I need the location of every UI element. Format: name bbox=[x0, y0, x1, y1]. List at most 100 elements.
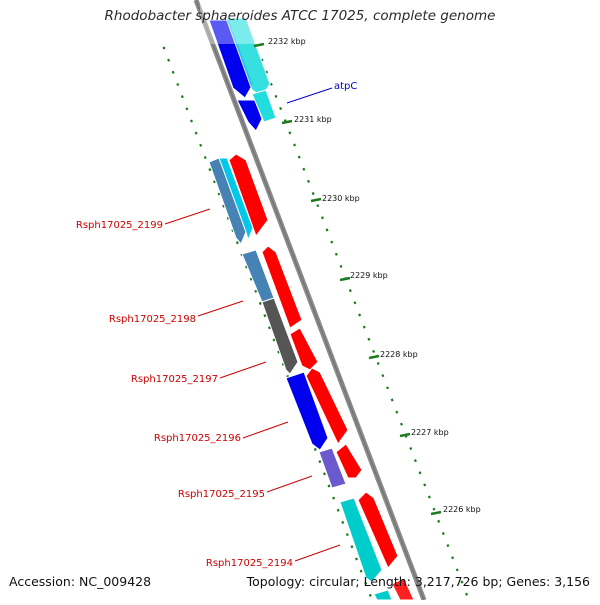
track-dot bbox=[269, 82, 273, 86]
track-dot bbox=[235, 241, 239, 245]
track-dot bbox=[302, 167, 306, 171]
track-dot bbox=[185, 107, 189, 111]
gene-cds[interactable] bbox=[289, 327, 319, 371]
gene-label-rsph17025-2197[interactable]: Rsph17025_2197 bbox=[131, 374, 218, 385]
track-dot bbox=[339, 264, 343, 268]
scale-label: 2229 kbp bbox=[350, 271, 388, 280]
gene-cds[interactable] bbox=[251, 89, 277, 123]
track-dot bbox=[208, 168, 212, 172]
track-dot bbox=[376, 362, 380, 365]
scale-label: 2227 kbp bbox=[411, 428, 449, 437]
accession-text: Accession: NC_009428 bbox=[9, 574, 152, 589]
track-dot bbox=[441, 532, 445, 535]
track-dot bbox=[446, 544, 450, 548]
gene-label-leaders bbox=[164, 87, 341, 562]
map-title: Rhodobacter sphaeroides ATCC 17025, comp… bbox=[104, 8, 496, 24]
track-dot bbox=[272, 338, 276, 342]
track-dot bbox=[327, 484, 331, 488]
gene-label-rsph17025-2199[interactable]: Rsph17025_2199 bbox=[76, 220, 163, 231]
track-dot bbox=[372, 349, 376, 353]
gene-label-atpc[interactable]: atpC bbox=[334, 81, 357, 92]
gene-cds[interactable] bbox=[335, 443, 363, 479]
gene-cds[interactable] bbox=[261, 297, 299, 375]
track-dot bbox=[274, 94, 278, 98]
forward-strand-genes bbox=[225, 17, 415, 601]
track-dot bbox=[288, 131, 292, 135]
gene-label-rsph17025-2198[interactable]: Rsph17025_2198 bbox=[109, 314, 196, 325]
track-dot bbox=[212, 180, 216, 184]
track-dot bbox=[395, 410, 399, 414]
track-dot bbox=[320, 216, 324, 220]
track-dot bbox=[460, 580, 464, 584]
track-dot bbox=[427, 495, 431, 499]
track-dot bbox=[368, 593, 372, 597]
track-dot bbox=[311, 191, 315, 196]
track-dot bbox=[279, 107, 283, 111]
reverse-strand-genes bbox=[208, 19, 393, 601]
track-dot bbox=[203, 155, 207, 160]
track-dot bbox=[437, 519, 441, 523]
gene-cds[interactable] bbox=[318, 447, 347, 489]
inner-tick-track bbox=[162, 46, 372, 597]
track-dot bbox=[176, 82, 180, 87]
track-dot bbox=[325, 228, 329, 232]
track-dot bbox=[358, 313, 362, 317]
gene-cds[interactable] bbox=[236, 99, 263, 132]
track-dot bbox=[226, 216, 230, 220]
track-dot bbox=[381, 374, 385, 378]
gene-label-rsph17025-2195[interactable]: Rsph17025_2195 bbox=[178, 489, 265, 500]
track-dot bbox=[260, 58, 264, 62]
track-dot bbox=[217, 192, 221, 196]
track-dot bbox=[222, 204, 226, 208]
track-dot bbox=[318, 460, 322, 464]
gene-cds[interactable] bbox=[228, 153, 269, 238]
gene-label-rsph17025-2194[interactable]: Rsph17025_2194 bbox=[206, 558, 293, 569]
track-dot bbox=[313, 447, 317, 452]
gene-cds[interactable] bbox=[357, 491, 399, 569]
gene-cds[interactable] bbox=[218, 157, 254, 242]
track-dot bbox=[362, 325, 366, 329]
track-dot bbox=[249, 277, 253, 281]
gene-cds[interactable] bbox=[208, 157, 247, 245]
scale-label: 2232 kbp bbox=[268, 37, 306, 46]
track-dot bbox=[281, 362, 285, 366]
track-dot bbox=[322, 472, 326, 476]
outer-tick-track bbox=[260, 58, 469, 596]
scale-label: 2231 kbp bbox=[294, 115, 332, 124]
gene-cds[interactable] bbox=[373, 589, 393, 601]
gene-cds[interactable] bbox=[208, 19, 254, 99]
track-dot bbox=[258, 301, 262, 306]
track-dot bbox=[199, 143, 203, 147]
track-dot bbox=[455, 568, 459, 572]
gene-cds[interactable] bbox=[261, 245, 303, 329]
track-dot bbox=[265, 70, 269, 74]
gene-cds[interactable] bbox=[339, 497, 383, 583]
track-dot bbox=[350, 545, 354, 549]
gene-cds[interactable] bbox=[285, 371, 329, 451]
track-dot bbox=[348, 289, 352, 293]
track-dot bbox=[277, 350, 281, 354]
track-dot bbox=[162, 46, 166, 50]
track-dot bbox=[332, 496, 336, 500]
track-dot bbox=[390, 398, 394, 402]
scale-ticks bbox=[253, 42, 442, 516]
track-dot bbox=[432, 507, 436, 511]
gene-cds[interactable] bbox=[305, 367, 349, 445]
track-dot bbox=[364, 581, 368, 585]
track-dot bbox=[245, 265, 248, 269]
track-dot bbox=[355, 557, 358, 561]
track-dot bbox=[293, 143, 297, 147]
gene-labels: atpC Rsph17025_2199 Rsph17025_2198 Rsph1… bbox=[76, 81, 358, 569]
track-dot bbox=[180, 95, 184, 99]
track-dot bbox=[345, 533, 349, 537]
track-dot bbox=[353, 301, 357, 305]
gene-label-rsph17025-2196[interactable]: Rsph17025_2196 bbox=[154, 433, 241, 444]
track-dot bbox=[316, 204, 320, 208]
track-dot bbox=[267, 326, 271, 330]
track-dot bbox=[465, 592, 469, 596]
track-dot bbox=[194, 131, 198, 135]
track-dot bbox=[413, 459, 417, 463]
track-dot bbox=[367, 337, 371, 341]
track-dot bbox=[451, 556, 455, 560]
